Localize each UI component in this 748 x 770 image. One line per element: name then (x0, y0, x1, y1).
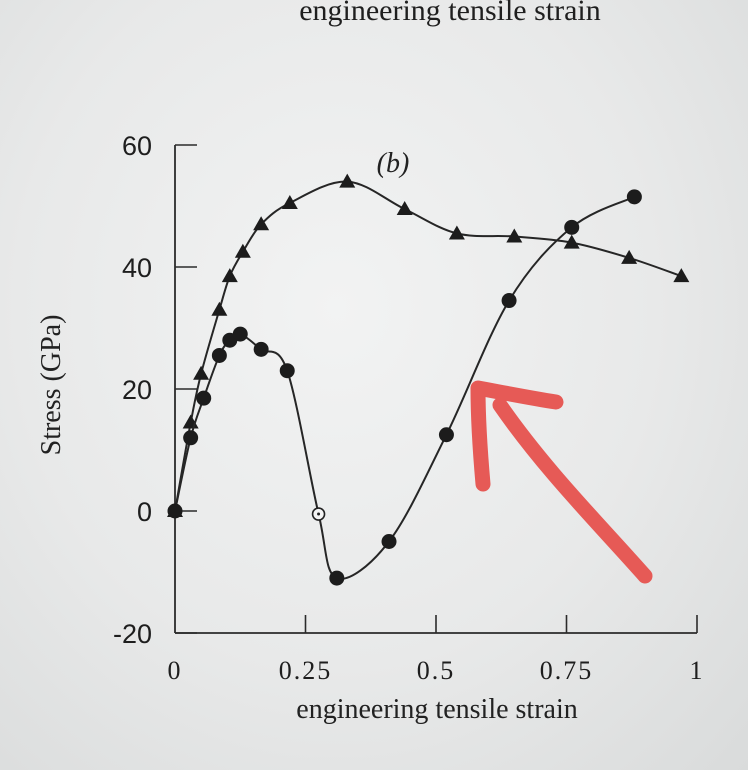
triangle-marker (506, 228, 523, 243)
triangle-marker (221, 268, 238, 283)
triangle-marker (621, 249, 638, 264)
triangle-marker (448, 225, 465, 240)
triangle-marker (673, 268, 690, 283)
circle-marker (626, 189, 642, 205)
y-tick-label: 20 (122, 375, 152, 405)
x-tick-label: 0.25 (279, 656, 333, 685)
circle-marker (232, 326, 248, 342)
circle-marker (211, 347, 227, 363)
axes (174, 145, 697, 634)
circle-marker (279, 363, 295, 379)
y-tick-label: 60 (122, 131, 152, 161)
triangle-marker (253, 216, 270, 231)
x-axis-ticks: 0 0.25 0.5 0.75 1 (168, 615, 705, 685)
triangle-series-line (174, 180, 682, 512)
top-caption-partial: engineering tensile strain (299, 0, 601, 27)
panel-label: (b) (377, 148, 410, 179)
circle-marker (167, 503, 183, 519)
triangle-marker (234, 243, 251, 258)
x-tick-label: 0.5 (417, 656, 456, 685)
red-arrow-annotation (470, 380, 653, 584)
series-layer (167, 173, 690, 586)
triangle-marker (339, 173, 356, 188)
circle-marker (329, 570, 345, 586)
circle-marker (253, 341, 269, 357)
circle-marker (501, 293, 517, 309)
open-circle-center (317, 512, 321, 516)
x-tick-label: 1 (690, 656, 705, 685)
circle-marker (196, 390, 212, 406)
arrow-shaft (492, 397, 653, 584)
x-tick-label: 0 (168, 656, 183, 685)
circle-marker (564, 219, 580, 235)
y-axis-label: Stress (GPa) (36, 315, 67, 456)
y-tick-label: 40 (122, 253, 152, 283)
x-tick-label: 0.75 (540, 656, 594, 685)
arrow-head (470, 380, 564, 492)
y-axis-ticks: -20 0 20 40 60 (113, 131, 197, 649)
circle-series-line (174, 195, 635, 580)
circle-marker (381, 534, 397, 549)
triangle-marker (281, 194, 298, 209)
circle-marker (183, 430, 199, 446)
y-tick-label: -20 (113, 619, 152, 649)
x-axis-label: engineering tensile strain (296, 694, 577, 725)
circle-marker (438, 427, 454, 443)
triangle-marker (193, 365, 210, 380)
triangle-marker (396, 201, 413, 216)
y-tick-label: 0 (137, 497, 152, 527)
triangle-marker (563, 234, 580, 249)
triangle-marker (211, 301, 228, 316)
